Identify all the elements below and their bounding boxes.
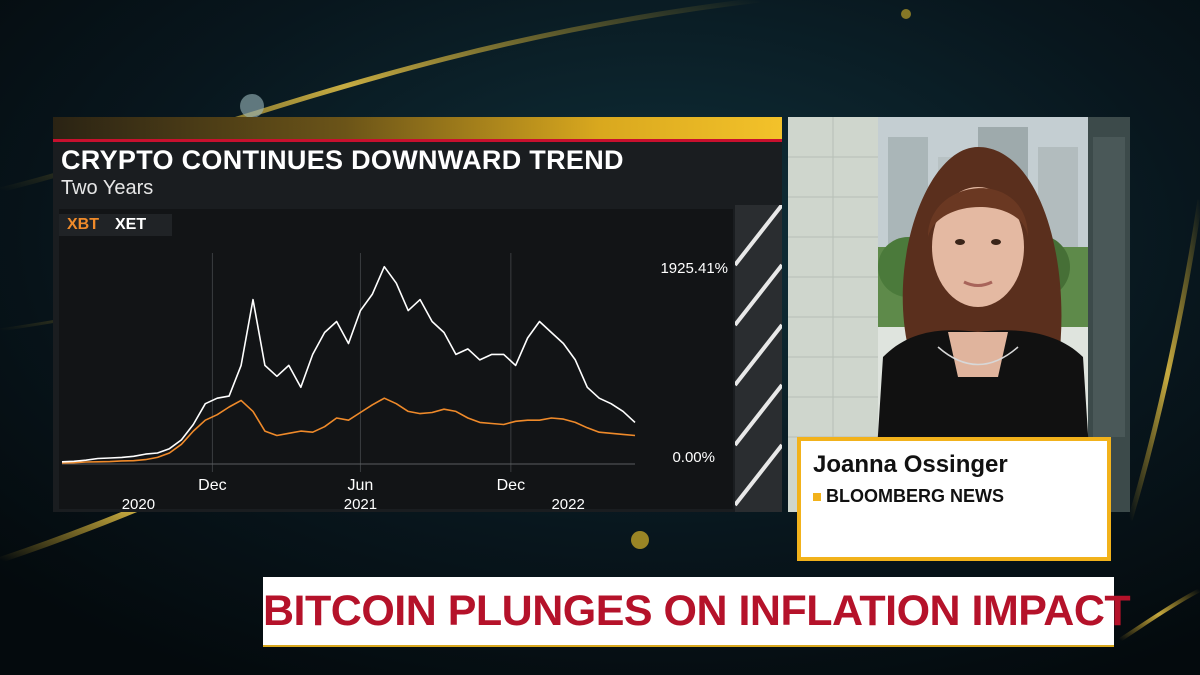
x-year-label: 2020 bbox=[122, 496, 155, 512]
network-marker-icon bbox=[813, 492, 821, 501]
decorative-stripes bbox=[735, 205, 782, 512]
lower-third: BITCOIN PLUNGES ON INFLATION IMPACT bbox=[263, 577, 1131, 645]
x-tick-label: Dec bbox=[198, 477, 226, 494]
panel-header-rule bbox=[53, 139, 782, 142]
chart-panel: CRYPTO CONTINUES DOWNWARD TREND Two Year… bbox=[53, 117, 782, 512]
y-tick-label-max: 1925.41% bbox=[660, 260, 728, 277]
x-year-label: 2021 bbox=[344, 496, 377, 512]
chart-legend: XBT XET bbox=[59, 214, 173, 236]
plot-area bbox=[59, 209, 733, 509]
series-line-xbt bbox=[61, 397, 636, 464]
headline: BITCOIN PLUNGES ON INFLATION IMPACT bbox=[263, 587, 1131, 635]
x-tick-label: Dec bbox=[497, 477, 525, 494]
name-plate: Joanna Ossinger BLOOMBERG NEWS bbox=[797, 437, 1111, 561]
chart-title: CRYPTO CONTINUES DOWNWARD TREND bbox=[61, 145, 624, 175]
x-year-label: 2022 bbox=[551, 496, 584, 512]
chart-subtitle: Two Years bbox=[61, 177, 154, 199]
network-name: BLOOMBERG NEWS bbox=[826, 486, 1004, 506]
reporter-name: Joanna Ossinger bbox=[813, 451, 1008, 478]
series-line-xet bbox=[61, 265, 636, 463]
legend-item-xet: XET bbox=[115, 216, 147, 233]
y-tick-label-min: 0.00% bbox=[672, 449, 715, 466]
network-row: BLOOMBERG NEWS bbox=[813, 486, 1004, 507]
panel-header-bar bbox=[53, 117, 782, 139]
legend-item-xbt: XBT bbox=[67, 216, 99, 233]
x-tick-label: Jun bbox=[348, 477, 374, 494]
chart-svg: Dec Jun Dec 2020 2021 2022 1925.41% 0.00% bbox=[61, 253, 728, 512]
